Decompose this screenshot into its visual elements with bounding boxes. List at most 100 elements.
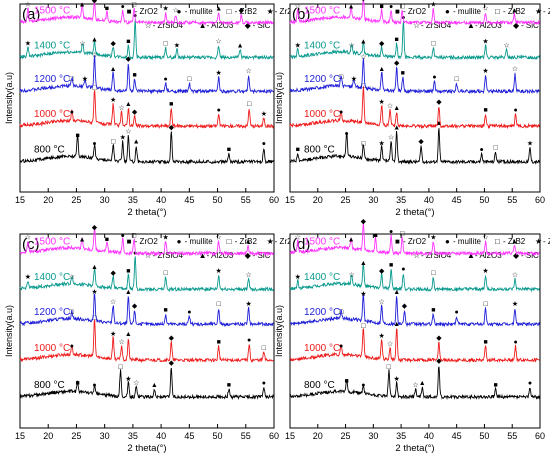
series-line-1000 <box>19 319 274 364</box>
x-tick-label: 40 <box>156 195 166 205</box>
x-axis-label: 2 theta(°) <box>127 443 166 454</box>
legend-label-6: - SiC <box>521 251 539 260</box>
peak-marker: ☆ <box>512 271 518 279</box>
peak-marker: ▲ <box>237 42 244 49</box>
series-line-1200 <box>19 293 274 328</box>
x-tick-label: 55 <box>241 431 251 441</box>
legend-label-0: - ZrO2 <box>135 7 159 16</box>
legend-label-2: - ZrB2 <box>503 7 526 16</box>
x-tick-label: 15 <box>15 431 25 441</box>
peak-marker: □ <box>118 364 123 371</box>
peak-marker: ● <box>70 343 74 350</box>
peak-marker: ■ <box>389 262 393 269</box>
peak-marker: ● <box>339 109 343 116</box>
peak-marker: ▲ <box>133 139 140 146</box>
peak-marker: ▲ <box>348 236 355 243</box>
peak-marker: □ <box>361 83 366 90</box>
peak-marker: ☆ <box>387 102 393 110</box>
series-label: 1200 °C <box>34 307 70 318</box>
peak-marker: □ <box>132 232 137 239</box>
peak-marker: ■ <box>483 339 487 346</box>
series-label: 1000 °C <box>304 343 340 354</box>
legend-label-2: - ZrB2 <box>503 237 526 246</box>
peak-marker: ★ <box>110 96 116 104</box>
peak-marker: ◆ <box>379 40 385 47</box>
peak-marker: ◆ <box>169 125 175 132</box>
peak-marker: ★ <box>162 5 168 13</box>
x-tick-label: 20 <box>43 431 53 441</box>
series-label: 1500 °C <box>304 6 340 17</box>
x-tick-label: 35 <box>396 195 406 205</box>
legend-label-4: - ZrSiO4 <box>421 251 452 260</box>
peak-marker: ■ <box>75 133 79 140</box>
peak-marker: ☆ <box>379 298 385 306</box>
peak-marker: ★ <box>295 273 301 281</box>
peak-marker: ◆ <box>110 270 116 277</box>
peak-marker: ★ <box>216 267 222 275</box>
x-tick-label: 45 <box>184 195 194 205</box>
peak-marker: ☆ <box>360 53 366 61</box>
peak-marker: ● <box>339 343 343 350</box>
legend-marker-1: ● <box>177 7 182 16</box>
peak-marker: ● <box>247 337 251 344</box>
peak-marker: ● <box>262 141 266 148</box>
legend-marker-2: □ <box>227 237 232 246</box>
xrd-panel-c: Intensity(a.u) 15 20 25 30 35 40 45 50 55 60 2 thet… <box>4 224 314 454</box>
x-tick-label: 55 <box>507 431 517 441</box>
peak-marker: ■ <box>75 380 79 387</box>
peak-marker: □ <box>387 364 392 371</box>
legend-marker-2: □ <box>227 7 232 16</box>
peak-marker: ■ <box>227 382 231 389</box>
x-tick-label: 35 <box>128 195 138 205</box>
peak-marker: ☆ <box>512 65 518 73</box>
x-tick-label: 30 <box>100 195 110 205</box>
peak-marker: ★ <box>125 375 131 383</box>
series-line-1000 <box>19 90 274 130</box>
legend-marker-4: ☆ <box>145 251 152 260</box>
peak-marker: ■ <box>345 378 349 385</box>
peak-marker: ☆ <box>482 5 488 13</box>
peak-marker: ■ <box>132 72 136 79</box>
legend-label-3: - Zr2Al4C5 <box>543 237 550 246</box>
peak-marker: □ <box>361 141 366 148</box>
peak-marker: ■ <box>217 339 221 346</box>
peak-marker: ◆ <box>132 303 138 310</box>
peak-marker: ◆ <box>418 139 424 146</box>
peak-marker: ★ <box>394 375 400 383</box>
peak-marker: ▲ <box>79 236 86 243</box>
legend-marker-5: ▲ <box>199 251 207 260</box>
peak-marker: ■ <box>105 6 109 13</box>
peak-marker: ★ <box>82 75 88 83</box>
legend-marker-5: ▲ <box>467 251 475 260</box>
peak-marker: ◆ <box>361 218 367 225</box>
plot-frame <box>19 233 275 429</box>
legend-marker-1: ● <box>445 237 450 246</box>
x-tick-label: 60 <box>535 431 545 441</box>
peak-marker: ■ <box>169 101 173 108</box>
legend-label-1: - mullite <box>453 7 482 16</box>
plot-frame <box>19 3 275 193</box>
x-tick-label: 45 <box>452 431 462 441</box>
legend: ■- ZrO2 ●- mullite □- ZrB2 ★- Zr2Al4C5 ☆- Zr… <box>395 237 550 260</box>
peak-marker: ● <box>432 74 436 81</box>
peak-marker: ◆ <box>436 358 442 365</box>
x-tick-label: 50 <box>213 195 223 205</box>
peak-marker: ◆ <box>402 303 408 310</box>
legend-marker-1: ● <box>445 7 450 16</box>
plot-frame <box>289 233 541 429</box>
series-label: 1400 °C <box>34 272 70 283</box>
x-tick-label: 55 <box>241 195 251 205</box>
legend-marker-0: ■ <box>127 237 132 246</box>
peak-marker: □ <box>164 40 169 47</box>
peak-marker: □ <box>339 309 344 316</box>
peak-marker: ● <box>121 4 125 11</box>
peak-marker: ☆ <box>118 104 124 112</box>
peak-marker: ☆ <box>118 338 124 346</box>
legend-marker-0: ■ <box>127 7 132 16</box>
peak-marker: ● <box>389 228 393 235</box>
peak-marker: ● <box>513 339 517 346</box>
series-label: 800 °C <box>304 145 335 156</box>
x-tick-label: 40 <box>156 431 166 441</box>
peak-marker: ▲ <box>151 382 158 389</box>
x-tick-label: 25 <box>341 431 351 441</box>
